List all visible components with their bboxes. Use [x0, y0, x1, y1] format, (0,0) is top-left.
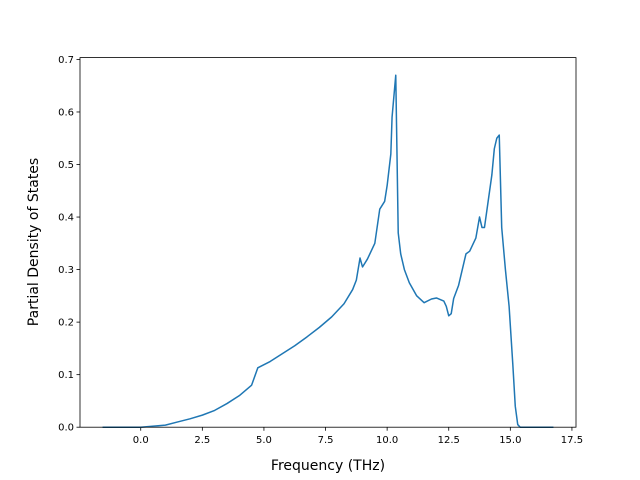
y-axis-label: Partial Density of States	[26, 158, 42, 326]
x-tick-label: 7.5	[318, 435, 334, 446]
x-axis-label: Frequency (THz)	[271, 458, 385, 474]
y-tick-label: 0.7	[58, 55, 74, 66]
x-tick-label: 17.5	[561, 435, 583, 446]
x-tick-label: 0.0	[133, 435, 149, 446]
x-tick-label: 2.5	[194, 435, 210, 446]
x-tick-label: 12.5	[438, 435, 460, 446]
plot-frame	[79, 57, 577, 428]
x-tick-label: 10.0	[376, 435, 398, 446]
x-tick-label: 15.0	[499, 435, 521, 446]
y-tick-label: 0.1	[58, 370, 74, 381]
y-tick-label: 0.3	[58, 265, 74, 276]
y-tick-label: 0.4	[58, 213, 74, 224]
y-tick-label: 0.6	[58, 107, 74, 118]
line	[102, 74, 554, 428]
x-tick-label: 5.0	[256, 435, 272, 446]
y-tick-label: 0.2	[58, 318, 74, 329]
y-tick-label: 0.0	[58, 423, 74, 434]
y-tick-label: 0.5	[58, 160, 74, 171]
